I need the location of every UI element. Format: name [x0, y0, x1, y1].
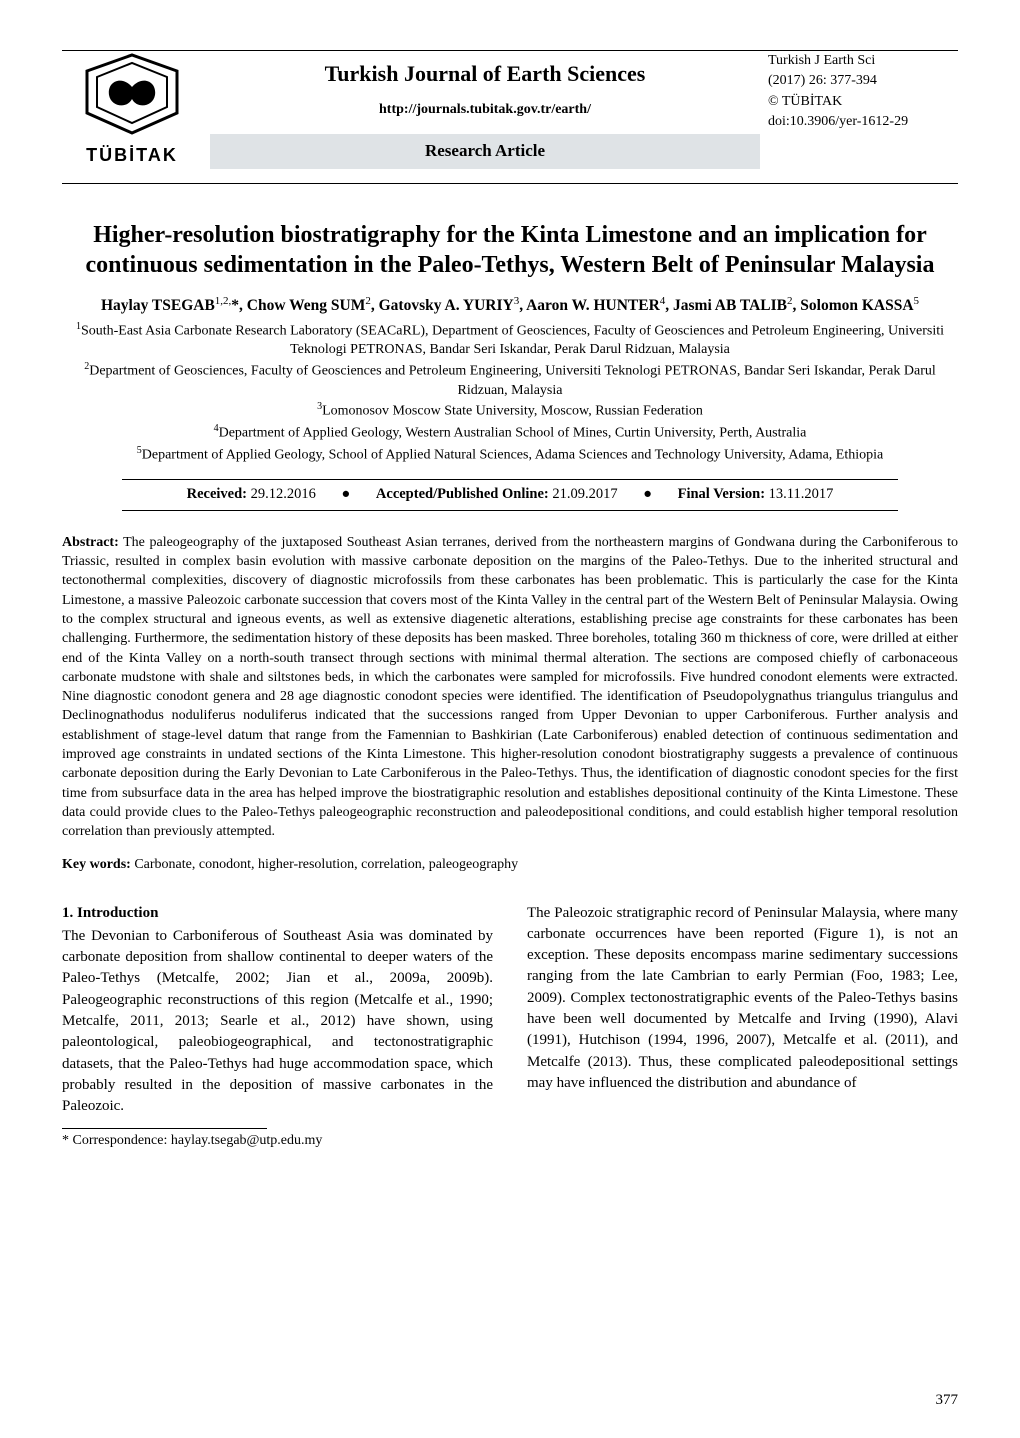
section-heading: 1. Introduction [62, 903, 493, 924]
body-columns: 1. Introduction The Devonian to Carbonif… [62, 903, 958, 1151]
correspondence: * Correspondence: haylay.tsegab@utp.edu.… [62, 1131, 493, 1151]
header-bottom-rule [62, 183, 958, 184]
accepted-date: 21.09.2017 [552, 486, 617, 502]
keywords-text: Carbonate, conodont, higher-resolution, … [134, 857, 518, 872]
abstract-block: Abstract: The paleogeography of the juxt… [62, 533, 958, 842]
article-title-block: Higher-resolution biostratigraphy for th… [62, 220, 958, 280]
received-date: 29.12.2016 [251, 486, 316, 502]
journal-shortname: Turkish J Earth Sci [768, 51, 958, 71]
column-left: 1. Introduction The Devonian to Carbonif… [62, 903, 493, 1151]
page-number: 377 [936, 1390, 959, 1410]
affiliation-4: 4Department of Applied Geology, Western … [62, 422, 958, 444]
author: Chow Weng SUM2 [247, 297, 371, 314]
correspondence-rule [62, 1128, 267, 1129]
affiliation-2: 2Department of Geosciences, Faculty of G… [62, 360, 958, 400]
affiliation-5: 5Department of Applied Geology, School o… [62, 444, 958, 466]
final-label: Final Version: [678, 486, 765, 502]
abstract-text: The paleogeography of the juxtaposed Sou… [62, 535, 958, 840]
header-center: Turkish Journal of Earth Sciences http:/… [202, 51, 768, 169]
keywords-label: Key words: [62, 857, 131, 872]
affiliation-3: 3Lomonosov Moscow State University, Mosc… [62, 400, 958, 422]
logo-text: TÜBİTAK [62, 143, 202, 167]
article-type-bar: Research Article [210, 134, 760, 169]
author: Gatovsky A. YURIY3 [379, 297, 520, 314]
keywords-block: Key words: Carbonate, conodont, higher-r… [62, 856, 958, 875]
final-date: 13.11.2017 [769, 486, 834, 502]
page-header: TÜBİTAK Turkish Journal of Earth Science… [62, 51, 958, 169]
received-label: Received: [187, 486, 247, 502]
dates-bar: Received: 29.12.2016 ● Accepted/Publishe… [122, 479, 898, 511]
column-right: The Paleozoic stratigraphic record of Pe… [527, 903, 958, 1151]
journal-publisher: © TÜBİTAK [768, 92, 958, 112]
journal-issue: (2017) 26: 377-394 [768, 71, 958, 91]
tubitak-logo-icon [77, 51, 187, 137]
header-right: Turkish J Earth Sci (2017) 26: 377-394 ©… [768, 51, 958, 132]
intro-paragraph-right: The Paleozoic stratigraphic record of Pe… [527, 903, 958, 1095]
logo-block: TÜBİTAK [62, 51, 202, 167]
article-title-line2: continuous sedimentation in the Paleo-Te… [62, 250, 958, 280]
accepted-label: Accepted/Published Online: [376, 486, 549, 502]
authors-line: Haylay TSEGAB1,2,*, Chow Weng SUM2, Gato… [62, 294, 958, 317]
author: Solomon KASSA5 [800, 297, 919, 314]
journal-url: http://journals.tubitak.gov.tr/earth/ [210, 101, 760, 120]
journal-doi: doi:10.3906/yer-1612-29 [768, 112, 958, 132]
article-title-line1: Higher-resolution biostratigraphy for th… [62, 220, 958, 250]
author: Haylay TSEGAB1,2,* [101, 297, 239, 314]
affiliation-1: 1South-East Asia Carbonate Research Labo… [62, 320, 958, 360]
dot-separator: ● [342, 486, 351, 502]
authors-block: Haylay TSEGAB1,2,*, Chow Weng SUM2, Gato… [62, 294, 958, 466]
author: Jasmi AB TALIB2 [673, 297, 793, 314]
intro-paragraph-left: The Devonian to Carboniferous of Southea… [62, 926, 493, 1118]
journal-title: Turkish Journal of Earth Sciences [210, 59, 760, 89]
author: Aaron W. HUNTER4 [526, 297, 665, 314]
dot-separator: ● [643, 486, 652, 502]
abstract-label: Abstract: [62, 535, 119, 550]
